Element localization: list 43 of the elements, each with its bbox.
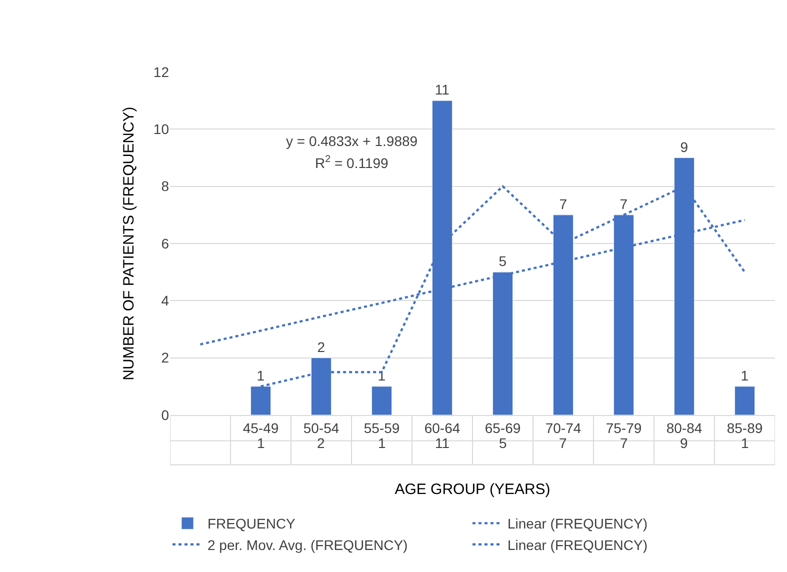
legend-label: FREQUENCY [208,516,296,532]
annotation: y = 0.4833x + 1.9889 [286,133,418,149]
x-tick-label: 45-49 [242,420,279,436]
y-tick-label: 8 [161,178,170,194]
y-axis-title: NUMBER OF PATIENTS (FREQUENCY) [120,106,138,380]
x-tick-label: 50-54 [303,420,340,436]
x-tick-label: 60-64 [424,420,460,436]
text: 2 [317,338,326,355]
x-axis-title: AGE GROUP (YEARS) [394,480,550,498]
x-tick-label: 85-89 [726,420,763,436]
y-tick-label: 0 [161,406,170,423]
bar [734,386,755,415]
x-tick-label: 80-84 [666,420,702,436]
annotation: R$^{2}$ = 0.1199 [315,154,389,171]
x-tick-label: 75-79 [606,420,642,436]
text: 7 [559,196,568,212]
y-tick-label: 10 [153,121,170,138]
y-tick-label: 2 [161,350,170,366]
text: 11 [434,82,450,98]
text: 1 [740,367,749,384]
data-label: 1 [257,435,265,451]
y-tick-label: 4 [161,292,170,309]
text: 5 [498,253,507,270]
x-tick-label: 55-59 [364,420,400,436]
x-tick-label: 65-69 [484,420,521,436]
data-label: 1 [378,435,386,451]
legend-label: Linear (FREQUENCY) [508,516,648,532]
bar [372,386,392,415]
text: 1 [256,367,265,384]
data-label: 7 [559,435,567,451]
data-label: 1 [741,435,749,451]
text: 9 [680,138,688,155]
x-tick-label: 70-74 [545,420,582,436]
data-label: 9 [680,435,688,451]
legend-label: Linear (FREQUENCY) [508,536,648,553]
legend-label: 2 per. Mov. Avg. (FREQUENCY) [208,536,408,553]
data-label: 7 [620,435,628,451]
data-label: 11 [435,435,450,451]
y-tick-label: 6 [161,235,170,252]
y-tick-label: 12 [153,64,170,80]
text: 7 [620,196,628,212]
data-label: 5 [499,435,507,451]
data-label: 2 [317,435,325,451]
